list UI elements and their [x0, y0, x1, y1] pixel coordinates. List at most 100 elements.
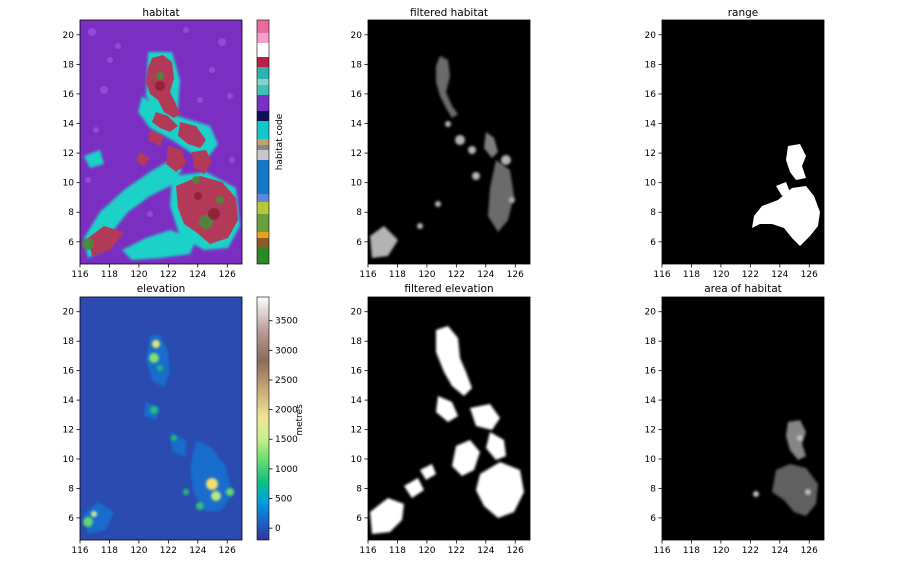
x-tick-label: 120 [712, 546, 729, 556]
y-tick-label: 6 [356, 514, 362, 524]
x-tick-label: 124 [477, 546, 494, 556]
habitat-dark-core [155, 81, 220, 220]
x-tick-label: 116 [653, 546, 670, 556]
habitat-green-patches [82, 72, 224, 250]
y-tick-label: 12 [63, 426, 74, 436]
colorbar-tick-label: 2500 [275, 376, 298, 386]
filtered-habitat-background [368, 20, 530, 264]
colorbar-tick-label: 1500 [275, 435, 298, 445]
colorbar-tick-label: 3000 [275, 346, 298, 356]
axes-frame [661, 296, 825, 541]
x-tick-label: 126 [219, 270, 236, 280]
y-tick-label: 16 [351, 90, 363, 100]
panel-filtered-elevation: filtered elevation [367, 283, 531, 541]
x-tick-label: 124 [771, 270, 788, 280]
y-tick-label: 12 [645, 426, 656, 436]
y-tick-label: 14 [351, 396, 363, 406]
y-tick-label: 12 [351, 426, 362, 436]
y-tick-label: 12 [63, 149, 74, 159]
y-tick-label: 8 [650, 208, 656, 218]
y-tick-label: 8 [650, 484, 656, 494]
y-tick-label: 10 [63, 455, 75, 465]
y-tick-label: 6 [650, 514, 656, 524]
x-tick-label: 116 [653, 270, 670, 280]
y-tick-label: 16 [63, 90, 75, 100]
colorbar-tick-label: 3500 [275, 317, 298, 327]
habitat-speckles [85, 27, 235, 217]
y-tick-label: 18 [63, 60, 75, 70]
colorbar-label-habitat: habitat code [275, 113, 285, 170]
y-tick-label: 16 [351, 367, 363, 377]
y-tick-label: 10 [63, 179, 75, 189]
axes-frame [367, 19, 531, 265]
axes-frame [661, 19, 825, 265]
x-tick-label: 118 [101, 546, 118, 556]
panel-habitat: habitat [79, 7, 285, 265]
x-tick-label: 118 [389, 270, 406, 280]
x-tick-label: 122 [448, 270, 465, 280]
x-tick-label: 122 [742, 270, 759, 280]
y-tick-label: 20 [645, 308, 657, 318]
colorbar-tick-label: 500 [275, 495, 292, 505]
y-tick-label: 14 [645, 396, 657, 406]
panel-title-area-of-habitat: area of habitat [704, 283, 782, 295]
axes-frame [79, 296, 243, 541]
x-tick-label: 126 [801, 270, 818, 280]
y-tick-label: 20 [351, 308, 363, 318]
x-tick-label: 124 [477, 270, 494, 280]
y-tick-label: 6 [356, 238, 362, 248]
x-tick-label: 126 [507, 546, 524, 556]
panel-filtered-habitat: filtered habitat [367, 7, 531, 265]
x-tick-label: 122 [742, 546, 759, 556]
y-tick-label: 8 [356, 484, 362, 494]
panel-title-range: range [728, 7, 759, 19]
y-tick-label: 14 [351, 120, 363, 130]
y-tick-label: 16 [645, 367, 657, 377]
x-tick-label: 126 [219, 546, 236, 556]
y-tick-label: 16 [645, 90, 657, 100]
x-tick-label: 118 [683, 270, 700, 280]
x-tick-label: 126 [801, 546, 818, 556]
y-tick-label: 18 [63, 337, 75, 347]
x-tick-label: 124 [771, 546, 788, 556]
colorbar-tick-label: 2000 [275, 406, 298, 416]
panel-title-filtered-elevation: filtered elevation [404, 283, 493, 295]
x-tick-label: 124 [189, 270, 206, 280]
panel-title-elevation: elevation [137, 283, 186, 295]
x-tick-label: 116 [359, 546, 376, 556]
range-mask [752, 144, 820, 246]
x-tick-label: 116 [71, 546, 88, 556]
y-tick-label: 12 [351, 149, 362, 159]
filtered-elevation-mask [370, 326, 524, 534]
y-tick-label: 18 [351, 60, 363, 70]
y-tick-label: 8 [68, 484, 74, 494]
y-tick-label: 18 [645, 337, 657, 347]
y-tick-label: 18 [351, 337, 363, 347]
elevation-highland [83, 340, 234, 527]
x-tick-label: 120 [130, 270, 147, 280]
elevation-colorbar [256, 296, 270, 541]
panel-title-habitat: habitat [142, 7, 179, 19]
y-tick-label: 20 [645, 31, 657, 41]
x-tick-label: 122 [448, 546, 465, 556]
x-tick-label: 122 [160, 546, 177, 556]
axes-frame [367, 296, 531, 541]
x-tick-label: 118 [389, 546, 406, 556]
y-tick-label: 16 [63, 367, 75, 377]
y-tick-label: 14 [63, 120, 75, 130]
x-tick-label: 118 [101, 270, 118, 280]
y-tick-label: 6 [650, 238, 656, 248]
colorbar-label-elevation: metres [295, 404, 305, 436]
y-tick-label: 10 [645, 455, 657, 465]
x-tick-label: 122 [160, 270, 177, 280]
panel-range: range [661, 7, 825, 265]
x-tick-label: 120 [130, 546, 147, 556]
y-tick-label: 20 [63, 31, 75, 41]
x-tick-label: 120 [418, 546, 435, 556]
panel-area-of-habitat: area of habitat [661, 283, 825, 541]
y-tick-label: 14 [63, 396, 75, 406]
x-tick-label: 116 [71, 270, 88, 280]
y-tick-label: 8 [356, 208, 362, 218]
